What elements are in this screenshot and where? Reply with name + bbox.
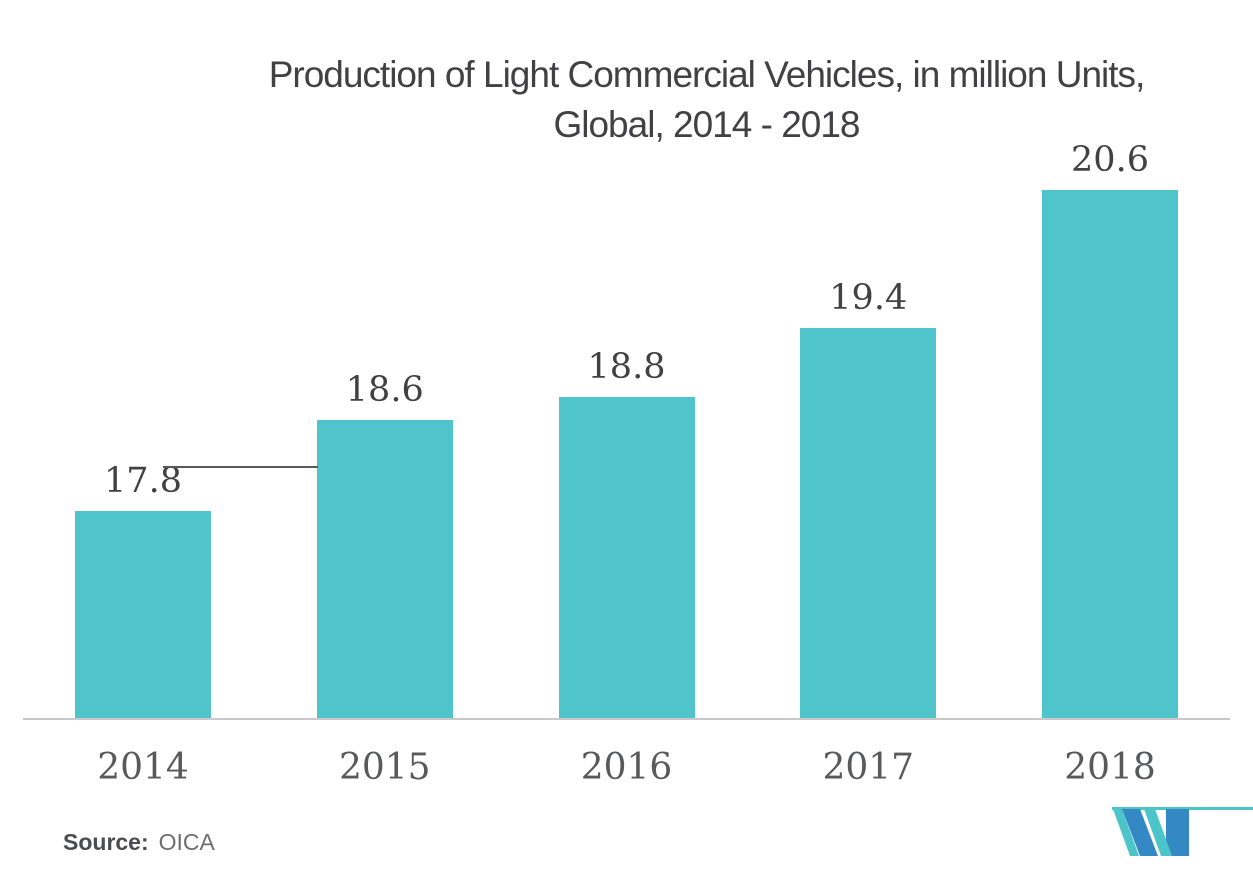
chart-title: Production of Light Commercial Vehicles,…	[170, 50, 1243, 150]
bar-group-2018: 20.6	[1042, 139, 1178, 718]
logo-accent-line	[1112, 807, 1253, 810]
x-axis-labels: 2014 2015 2016 2017 2018	[23, 750, 1230, 786]
source-label: Source:	[63, 829, 149, 855]
bar-group-2014: 17.8	[75, 464, 211, 718]
bar-value-label-2018: 20.6	[1071, 139, 1149, 180]
x-axis-label-2016: 2016	[580, 747, 673, 788]
x-axis-label-2018: 2018	[1064, 747, 1156, 788]
source-value: OICA	[158, 829, 215, 855]
bar-group-2017: 19.4	[800, 277, 937, 718]
bar-2015	[316, 419, 453, 718]
x-axis-label-2014: 2014	[97, 747, 189, 788]
leader-line-17-8	[163, 466, 318, 468]
bar-2014	[75, 511, 211, 718]
bar-2017	[800, 327, 937, 718]
bar-group-2016: 18.8	[558, 346, 695, 718]
plot-area: 17.8 18.6 18.8 19.4 20.6	[23, 139, 1230, 718]
bar-2016	[558, 396, 695, 718]
bar-value-label-2016: 18.8	[587, 346, 666, 387]
logo-m-mark	[1113, 809, 1189, 856]
bar-group-2015: 18.6	[316, 369, 453, 718]
chart-title-line1: Production of Light Commercial Vehicles,…	[268, 54, 1146, 95]
bar-value-label-2017: 19.4	[829, 277, 908, 318]
bar-value-label-2014: 17.8	[104, 461, 182, 502]
mordor-intelligence-logo	[1112, 807, 1253, 857]
x-axis-label-2017: 2017	[822, 747, 915, 788]
x-axis-label-2015: 2015	[338, 747, 431, 788]
x-axis-line	[23, 718, 1230, 720]
chart-title-line2: Global, 2014 - 2018	[553, 104, 860, 145]
source-note: Source: OICA	[63, 829, 215, 856]
bar-value-label-2015: 18.6	[345, 369, 424, 410]
bar-2018	[1042, 189, 1178, 718]
